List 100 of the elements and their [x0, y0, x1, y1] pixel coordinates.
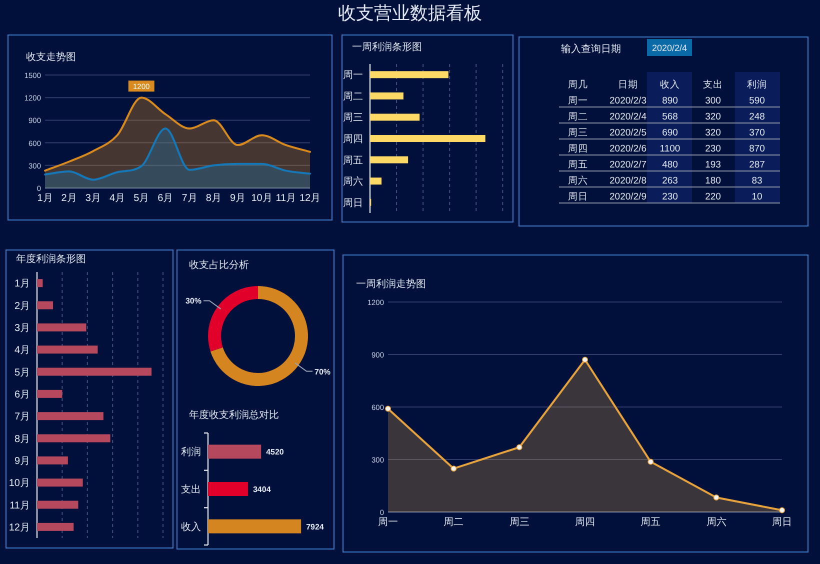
text: 83: [752, 176, 762, 186]
x-tick-label: 8月: [206, 193, 222, 204]
y-tick-label: 周二: [343, 91, 363, 102]
text: 1100: [660, 144, 680, 154]
text: 287: [749, 160, 765, 170]
text: 2020/2/4: [652, 43, 688, 53]
y-tick-label: 5月: [14, 367, 30, 378]
text: 180: [705, 176, 721, 186]
text: 248: [749, 112, 765, 122]
bar: [370, 156, 408, 164]
chart-title: 一周利润条形图: [352, 41, 422, 53]
text: 2020/2/7: [610, 160, 646, 170]
x-tick-label: 5月: [134, 193, 150, 204]
text: 230: [662, 192, 678, 202]
y-tick-label: 2月: [14, 300, 30, 312]
text: 周六: [568, 174, 588, 186]
y-tick-label: 7月: [14, 412, 30, 423]
y-tick-label: 支出: [181, 484, 201, 496]
point: [516, 444, 522, 450]
text: 320: [705, 112, 721, 122]
text: 870: [749, 144, 765, 154]
bar: [37, 412, 104, 420]
y-tick-label: 1月: [14, 278, 30, 290]
point: [450, 466, 457, 472]
x-tick-label: 周五: [640, 517, 661, 528]
text: 2020/2/6: [610, 144, 646, 154]
text: 收支营业数据看板: [338, 3, 482, 23]
data-label: 70%: [314, 367, 331, 376]
y-tick-label: 利润: [181, 446, 201, 458]
text: 480: [662, 160, 678, 170]
y-tick-label: 周三: [343, 112, 363, 124]
y-tick-label: 收入: [181, 520, 201, 533]
bar: [370, 71, 448, 78]
donut-slice: [210, 286, 308, 386]
y-tick-label: 9月: [14, 456, 30, 467]
bar: [37, 323, 86, 332]
text: 220: [705, 192, 721, 202]
text: 支出: [703, 78, 723, 90]
bar: [37, 346, 98, 354]
x-tick-label: 周一: [378, 517, 398, 528]
text: 690: [662, 128, 678, 138]
x-tick-label: 1月: [37, 193, 53, 204]
x-tick-label: 周四: [575, 517, 595, 528]
chart-title: 年度收支利润总对比: [189, 409, 279, 421]
x-tick-label: 10月: [251, 193, 272, 204]
y-tick-label: 周四: [343, 134, 363, 145]
text: 320: [705, 128, 721, 138]
y-tick-label: 周六: [343, 176, 363, 188]
text: 230: [705, 144, 721, 154]
text: 2020/2/3: [610, 96, 646, 106]
bar: [370, 178, 382, 185]
text: 2020/2/8: [610, 176, 646, 186]
x-tick-label: 周六: [706, 516, 726, 528]
data-label: 7924: [306, 522, 324, 532]
text: 300: [705, 96, 721, 106]
text: 周三: [568, 128, 588, 138]
y-tick-label: 3月: [14, 322, 30, 334]
text: 370: [749, 128, 765, 138]
x-tick-label: 3月: [85, 193, 101, 204]
text: 周一: [568, 96, 588, 106]
x-tick-label: 9月: [230, 193, 246, 204]
bar: [370, 114, 420, 121]
x-tick-label: 周二: [444, 517, 464, 528]
bar: [37, 456, 68, 464]
text: 2020/2/4: [610, 112, 646, 122]
y-tick-label: 11月: [10, 500, 30, 512]
bar: [37, 368, 152, 376]
text: 890: [662, 96, 678, 106]
y-tick-label: 4月: [14, 345, 30, 356]
x-tick-label: 2月: [61, 193, 77, 204]
data-label: 4520: [266, 448, 284, 457]
bar: [370, 92, 404, 100]
y-tick-label: 10月: [8, 478, 30, 490]
text: 10: [752, 192, 762, 202]
text: 590: [749, 96, 765, 106]
text: 263: [662, 176, 678, 186]
text: 2020/2/9: [610, 192, 646, 202]
text: 收入: [660, 78, 680, 90]
chart-title: 一周利润走势图: [356, 278, 426, 290]
bar: [370, 135, 486, 142]
text: 周二: [568, 112, 588, 122]
chart-title: 收支占比分析: [189, 259, 249, 271]
x-tick-label: 12月: [299, 193, 321, 204]
bar: [37, 301, 54, 310]
text: 周四: [568, 144, 588, 154]
point: [779, 507, 785, 514]
y-tick-label: 周一: [343, 70, 363, 82]
text: 日期: [618, 78, 638, 90]
y-tick-label: 6月: [14, 389, 30, 400]
text: 193: [705, 160, 721, 170]
chart-title: 年度利润条形图: [16, 253, 86, 265]
donut-slice: [208, 286, 258, 352]
x-tick-label: 4月: [109, 193, 126, 204]
y-tick-label: 8月: [14, 434, 30, 445]
data-label: 30%: [185, 296, 202, 306]
x-tick-label: 周日: [772, 517, 792, 528]
x-tick-label: 6月: [158, 193, 174, 204]
point: [713, 494, 720, 500]
text: 568: [662, 112, 678, 122]
y-tick-label: 周五: [343, 155, 363, 166]
